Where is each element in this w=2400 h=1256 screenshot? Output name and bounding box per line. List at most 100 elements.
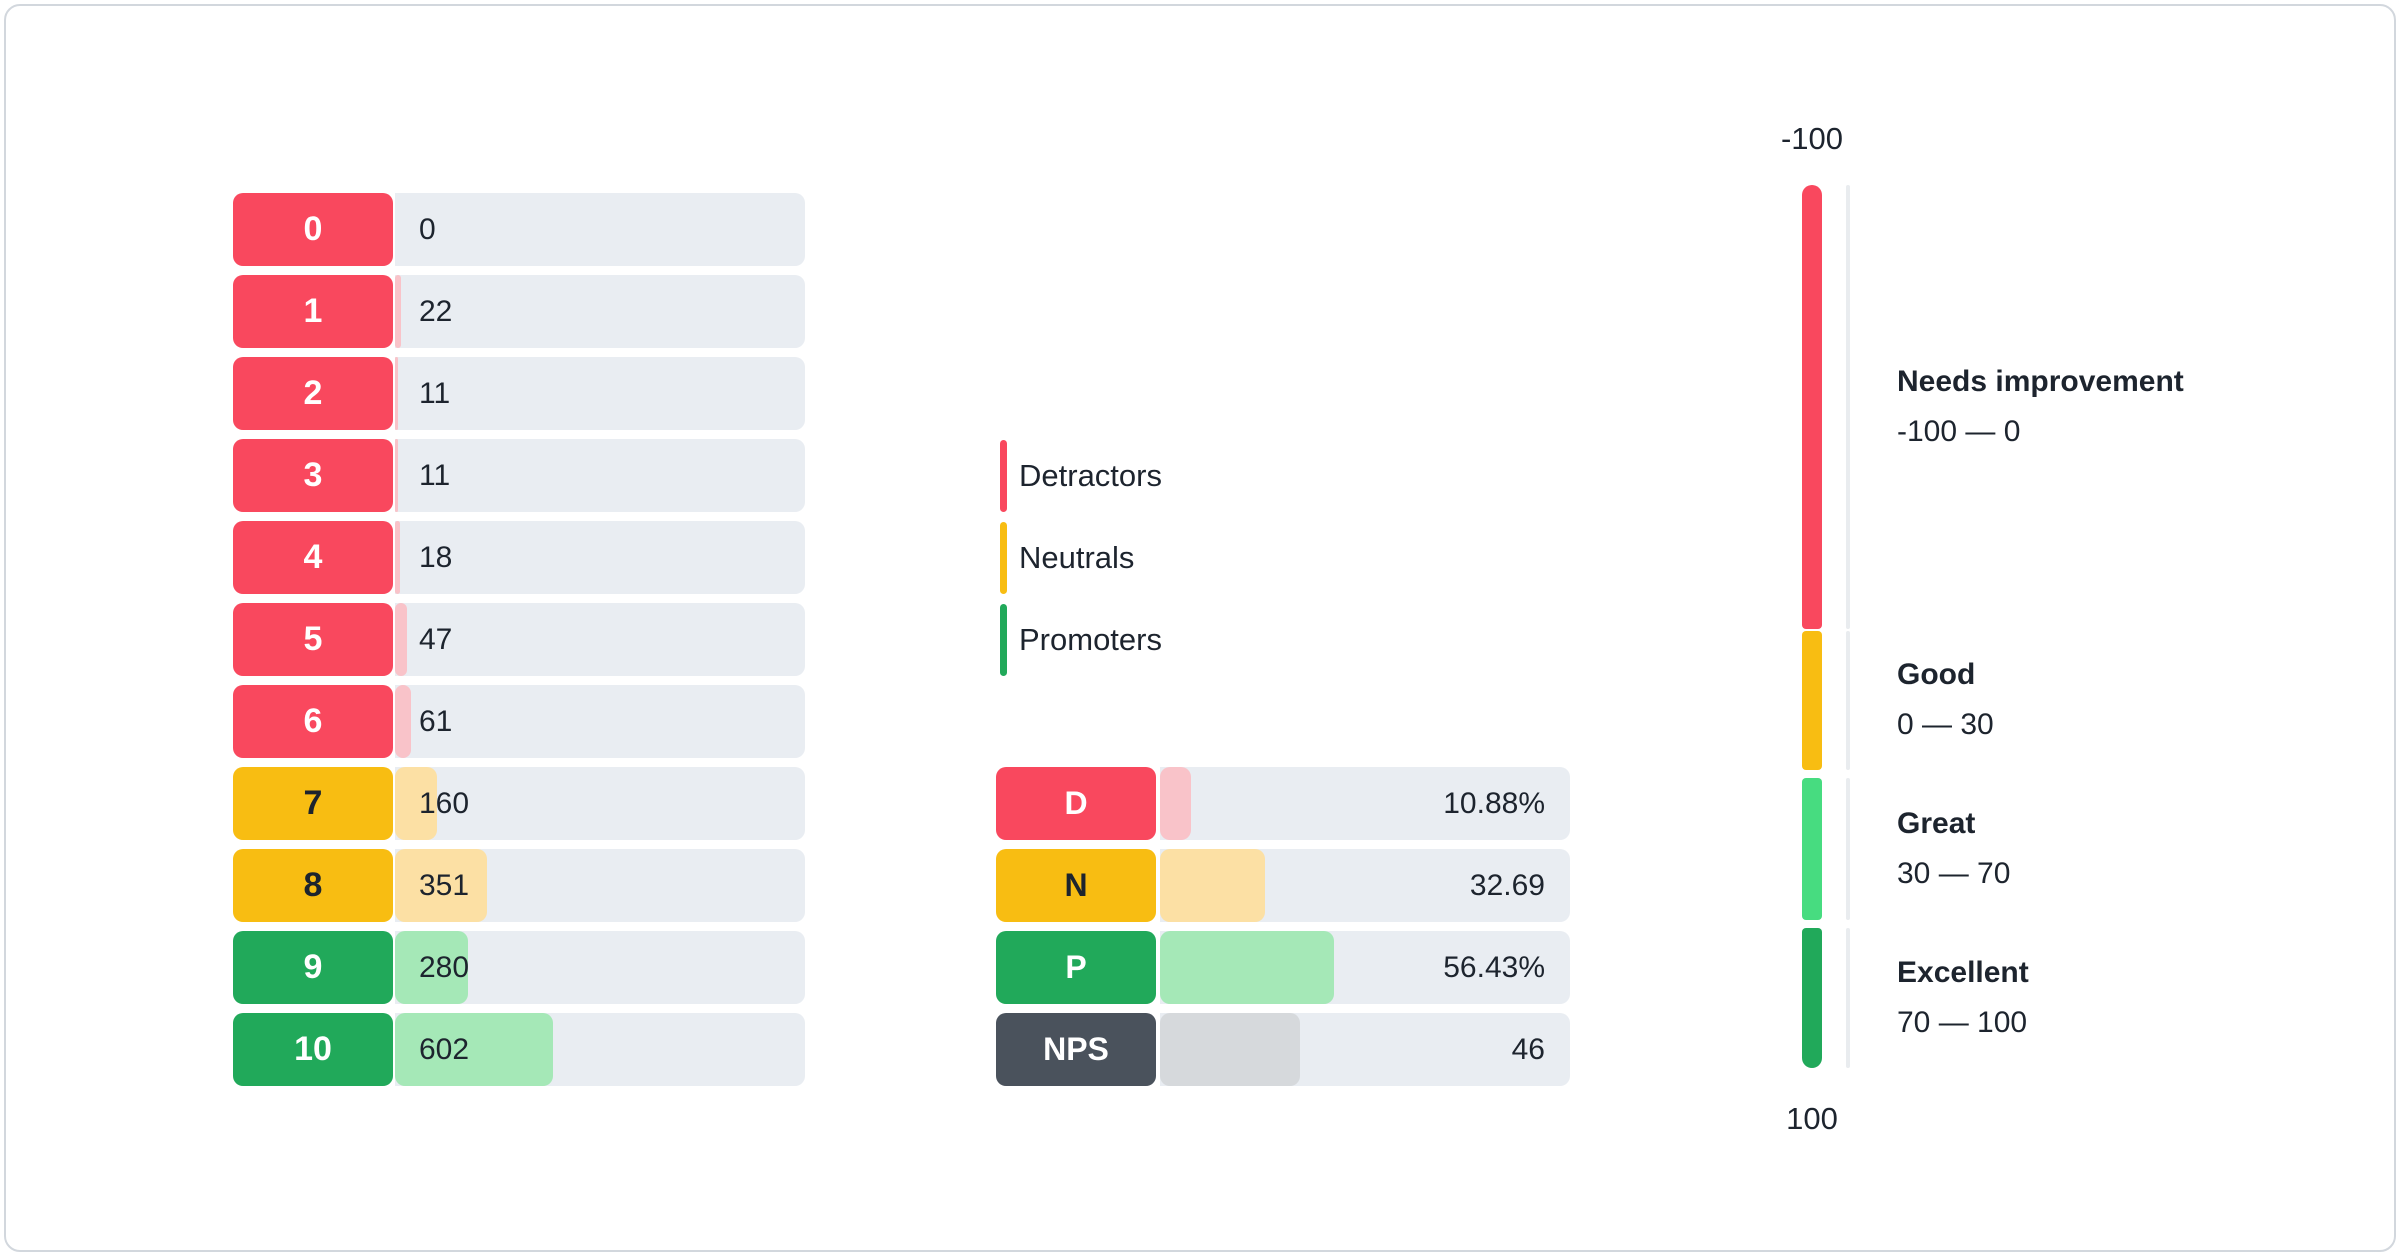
summary-fill	[1160, 849, 1265, 922]
neutrals-color-key	[1000, 521, 1007, 594]
score-badge: 10	[233, 1013, 393, 1086]
score-count: 160	[419, 786, 470, 820]
zone-range: -100 — 0	[1897, 414, 2021, 448]
score-track: 47	[395, 603, 805, 676]
score-track: 160	[395, 767, 805, 840]
score-label: 5	[303, 620, 323, 658]
score-count: 351	[419, 868, 470, 902]
summary-label: NPS	[1043, 1031, 1109, 1067]
legend-label: Neutrals	[1019, 539, 1135, 575]
summary-row-nps: NPS 46	[996, 1013, 1570, 1086]
summary-badge: NPS	[996, 1013, 1156, 1086]
score-row: 9 280	[233, 931, 805, 1004]
zone-title: Great	[1897, 807, 1976, 841]
score-count: 602	[419, 1032, 470, 1066]
promoters-color-key	[1000, 603, 1007, 676]
summary-fill	[1160, 931, 1335, 1004]
score-track: 11	[395, 357, 805, 430]
score-track: 602	[395, 1013, 805, 1086]
summary-track: 10.88%	[1160, 767, 1570, 840]
score-count: 0	[419, 212, 436, 246]
gauge-axis-segment	[1846, 185, 1850, 629]
score-label: 4	[303, 538, 323, 576]
score-row: 3 11	[233, 439, 805, 512]
score-fill	[395, 275, 401, 348]
summary-track: 46	[1160, 1013, 1570, 1086]
gauge-max-negative-label: -100	[1780, 121, 1844, 156]
score-count: 22	[419, 294, 453, 328]
nps-summary-chart: D 10.88% N 32.69 P 56.43% NPS 46	[996, 767, 1570, 1086]
summary-value: 10.88%	[1443, 786, 1545, 820]
score-badge: 6	[233, 685, 393, 758]
score-track: 18	[395, 521, 805, 594]
zone-title: Good	[1897, 658, 1976, 692]
score-badge: 1	[233, 275, 393, 348]
zone-range: 0 — 30	[1897, 708, 1994, 742]
summary-value: 32.69	[1469, 868, 1545, 902]
gauge-bar	[1802, 185, 1822, 1068]
gauge-segment-great	[1802, 778, 1822, 920]
score-fill	[395, 1013, 553, 1086]
score-label: 3	[303, 456, 323, 494]
score-badge: 2	[233, 357, 393, 430]
summary-fill	[1160, 1013, 1301, 1086]
gauge-axis-segment	[1846, 778, 1850, 920]
summary-track: 56.43%	[1160, 931, 1570, 1004]
score-row: 4 18	[233, 521, 805, 594]
gauge-segment-needs-improvement	[1802, 185, 1822, 629]
score-track: 22	[395, 275, 805, 348]
score-distribution-chart: 0 0 1 22 2 11 3 11 4 18 5	[233, 193, 805, 1086]
summary-row-promoters: P 56.43%	[996, 931, 1570, 1004]
zone-range: 30 — 70	[1897, 857, 2011, 891]
score-label: 1	[303, 292, 323, 330]
summary-value: 56.43%	[1443, 950, 1545, 984]
score-count: 61	[419, 704, 453, 738]
score-fill	[395, 767, 437, 840]
gauge-axis-segment	[1846, 631, 1850, 770]
score-row: 8 351	[233, 849, 805, 922]
summary-track: 32.69	[1160, 849, 1570, 922]
score-badge: 3	[233, 439, 393, 512]
score-track: 0	[395, 193, 805, 266]
score-track: 280	[395, 931, 805, 1004]
score-row: 6 61	[233, 685, 805, 758]
gauge-segment-good	[1802, 631, 1822, 770]
zone-label-needs-improvement: Needs improvement -100 — 0	[1897, 364, 2184, 450]
zone-label-excellent: Excellent 70 — 100	[1897, 955, 2029, 1041]
legend-item-detractors: Detractors	[1000, 439, 1162, 512]
legend-label: Promoters	[1019, 621, 1162, 657]
score-track: 11	[395, 439, 805, 512]
score-badge: 0	[233, 193, 393, 266]
score-count: 11	[419, 376, 451, 410]
score-count: 280	[419, 950, 470, 984]
summary-badge: D	[996, 767, 1156, 840]
summary-label: P	[1065, 949, 1087, 985]
score-fill	[395, 603, 408, 676]
score-badge: 7	[233, 767, 393, 840]
score-label: 8	[303, 866, 323, 904]
summary-badge: P	[996, 931, 1156, 1004]
score-badge: 8	[233, 849, 393, 922]
gauge-segment-excellent	[1802, 927, 1822, 1068]
score-badge: 5	[233, 603, 393, 676]
score-row: 2 11	[233, 357, 805, 430]
score-fill	[395, 685, 411, 758]
gauge-axis-line	[1846, 185, 1850, 1068]
gauge-max-positive-label: 100	[1786, 1101, 1838, 1136]
score-row: 1 22	[233, 275, 805, 348]
zone-title: Excellent	[1897, 955, 2029, 989]
score-label: 6	[303, 702, 323, 740]
score-fill	[395, 521, 400, 594]
zone-title: Needs improvement	[1897, 364, 2184, 398]
detractors-color-key	[1000, 439, 1007, 512]
score-row: 5 47	[233, 603, 805, 676]
score-track: 351	[395, 849, 805, 922]
summary-row-neutrals: N 32.69	[996, 849, 1570, 922]
score-badge: 4	[233, 521, 393, 594]
zone-range: 70 — 100	[1897, 1005, 2028, 1039]
score-row: 0 0	[233, 193, 805, 266]
score-row: 10 602	[233, 1013, 805, 1086]
score-label: 0	[303, 210, 323, 248]
score-count: 47	[419, 622, 453, 656]
